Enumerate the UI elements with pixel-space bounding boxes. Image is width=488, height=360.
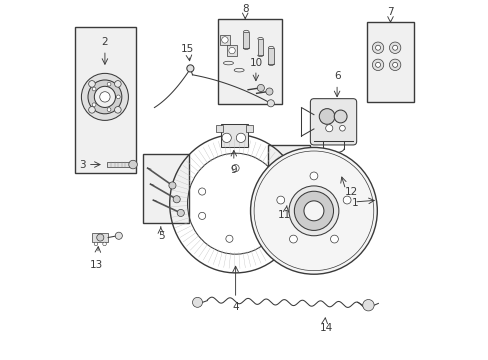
Circle shape — [250, 148, 377, 274]
Circle shape — [325, 125, 332, 132]
Text: 6: 6 — [333, 71, 340, 81]
Circle shape — [371, 59, 383, 71]
Circle shape — [375, 45, 380, 50]
Text: 8: 8 — [242, 4, 248, 14]
Circle shape — [375, 62, 380, 67]
Circle shape — [388, 42, 400, 53]
Circle shape — [107, 108, 111, 112]
Circle shape — [225, 235, 232, 242]
Circle shape — [267, 100, 274, 107]
Text: 5: 5 — [158, 231, 165, 241]
Bar — [257, 39, 263, 55]
Text: 14: 14 — [319, 323, 332, 333]
Text: 11: 11 — [277, 210, 290, 220]
Circle shape — [294, 191, 333, 230]
Circle shape — [88, 81, 95, 87]
Text: 12: 12 — [344, 187, 357, 197]
Bar — [275, 166, 302, 177]
Circle shape — [371, 42, 383, 53]
Circle shape — [114, 81, 121, 87]
Bar — [226, 45, 237, 56]
Circle shape — [107, 82, 111, 86]
Circle shape — [114, 107, 121, 113]
Circle shape — [128, 160, 137, 169]
Circle shape — [330, 235, 338, 243]
Circle shape — [236, 133, 245, 143]
Circle shape — [304, 201, 323, 221]
Circle shape — [339, 125, 345, 131]
Circle shape — [319, 109, 334, 124]
Circle shape — [186, 65, 194, 72]
Bar — [107, 162, 130, 167]
Circle shape — [276, 196, 284, 204]
Bar — [269, 167, 273, 174]
Bar — [268, 48, 273, 64]
Circle shape — [92, 103, 96, 107]
Circle shape — [388, 59, 400, 71]
Bar — [243, 32, 248, 48]
Circle shape — [100, 92, 110, 102]
Circle shape — [192, 297, 202, 307]
Bar — [142, 154, 189, 223]
Bar — [92, 233, 108, 242]
Circle shape — [232, 165, 239, 172]
Circle shape — [198, 212, 205, 220]
Circle shape — [115, 232, 122, 239]
Circle shape — [81, 73, 128, 120]
Text: 4: 4 — [232, 302, 239, 312]
Bar — [267, 145, 310, 202]
Circle shape — [265, 88, 272, 95]
Circle shape — [198, 188, 205, 195]
Text: 7: 7 — [386, 8, 393, 18]
Text: 2: 2 — [102, 37, 108, 47]
Text: 15: 15 — [181, 44, 194, 54]
Bar — [75, 27, 136, 174]
Circle shape — [334, 110, 346, 123]
FancyBboxPatch shape — [310, 99, 356, 145]
Text: 1: 1 — [350, 198, 357, 208]
Bar — [219, 35, 230, 45]
Bar — [272, 165, 305, 188]
Bar — [221, 123, 247, 147]
Circle shape — [221, 37, 228, 43]
Bar — [304, 167, 308, 174]
Bar — [285, 184, 292, 188]
Circle shape — [288, 186, 338, 236]
Circle shape — [88, 80, 122, 114]
Circle shape — [92, 87, 96, 91]
Circle shape — [94, 86, 115, 107]
Circle shape — [362, 300, 373, 311]
Circle shape — [289, 235, 297, 243]
Circle shape — [88, 107, 95, 113]
Circle shape — [177, 210, 184, 216]
Circle shape — [222, 133, 231, 143]
Text: 9: 9 — [230, 165, 237, 175]
Circle shape — [257, 84, 264, 91]
Circle shape — [94, 242, 98, 246]
Circle shape — [392, 45, 397, 50]
Text: 13: 13 — [90, 260, 103, 270]
Bar — [216, 125, 223, 132]
Circle shape — [228, 48, 235, 54]
Text: 10: 10 — [249, 58, 262, 68]
Circle shape — [343, 196, 350, 204]
Text: 3: 3 — [79, 159, 85, 170]
Circle shape — [97, 234, 103, 241]
Circle shape — [173, 196, 180, 203]
Circle shape — [392, 62, 397, 67]
Circle shape — [116, 95, 120, 99]
Bar — [217, 19, 281, 104]
Circle shape — [168, 182, 176, 189]
Bar — [246, 125, 253, 132]
Bar — [366, 22, 413, 102]
Circle shape — [309, 172, 317, 180]
Circle shape — [102, 242, 106, 246]
